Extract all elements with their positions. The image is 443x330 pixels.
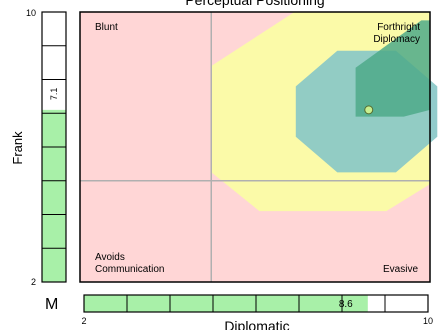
frank-meter-fill xyxy=(42,109,66,282)
y-axis-label: Frank xyxy=(10,131,25,165)
y-axis-max-tick: 10 xyxy=(26,8,36,18)
q-bl-line: Communication xyxy=(95,264,164,275)
frank-score-label: 7.1 xyxy=(49,88,59,101)
plot-frame xyxy=(79,11,431,283)
x-axis-label: Diplomatic xyxy=(224,318,289,330)
q-tr-line: Forthright xyxy=(377,22,420,33)
marker-letter: M xyxy=(45,296,58,313)
quadrant-label-top-right: Forthright Diplomacy xyxy=(373,22,420,45)
chart-title: Perceptual Positioning xyxy=(185,0,324,8)
diplomatic-meter-fill xyxy=(84,295,368,312)
diplomatic-score-label: 8.6 xyxy=(339,299,353,310)
data-point xyxy=(364,105,374,115)
diplomatic-meter: 8.6 xyxy=(83,294,429,313)
x-axis-min-tick: 2 xyxy=(81,316,86,326)
y-axis-min-tick: 2 xyxy=(31,277,36,287)
quadrant-label-top-left: Blunt xyxy=(95,22,118,33)
quadrant-label-bottom-left: Avoids Communication xyxy=(95,252,164,275)
q-tr-line: Diplomacy xyxy=(373,34,420,45)
green-zone xyxy=(355,20,430,117)
frank-meter: 7.1 xyxy=(41,11,67,283)
x-axis-max-tick: 10 xyxy=(423,316,433,326)
quadrant-label-bottom-right: Evasive xyxy=(383,264,418,275)
q-bl-line: Avoids xyxy=(95,252,125,263)
